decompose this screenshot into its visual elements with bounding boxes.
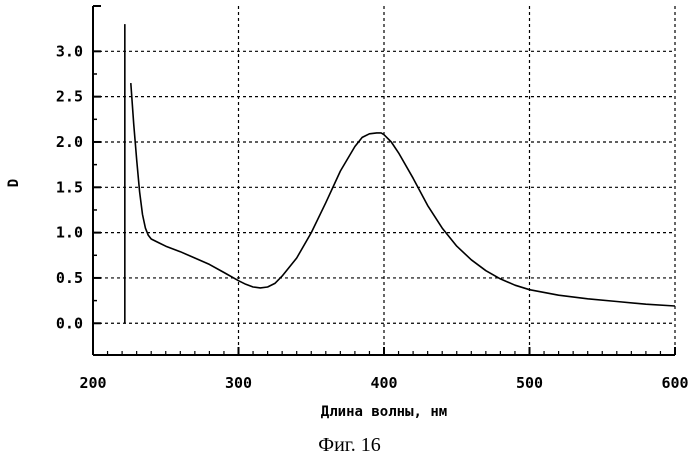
y-axis-title: D [6, 179, 22, 187]
y-tick-label: 2.5 [56, 88, 83, 106]
y-tick-label: 0.0 [56, 314, 83, 332]
x-tick-label: 300 [225, 374, 252, 392]
x-tick-label: 600 [661, 374, 688, 392]
y-tick-label: 2.0 [56, 133, 83, 151]
grid [93, 6, 675, 355]
x-tick-label: 200 [79, 374, 106, 392]
series-line-0 [131, 83, 675, 306]
y-tick-label: 3.0 [56, 42, 83, 60]
tick-labels: 0.0 0.5 1.0 1.5 2.0 2.5 3.0 200 300 400 500 600 [56, 42, 689, 392]
y-tick-label: 1.5 [56, 178, 83, 196]
figure-caption: Фиг. 16 [0, 433, 699, 457]
x-axis-title: Длина волны, нм [321, 404, 447, 420]
x-tick-label: 500 [516, 374, 543, 392]
x-tick-label: 400 [370, 374, 397, 392]
y-tick-label: 0.5 [56, 269, 83, 287]
y-tick-label: 1.0 [56, 224, 83, 242]
